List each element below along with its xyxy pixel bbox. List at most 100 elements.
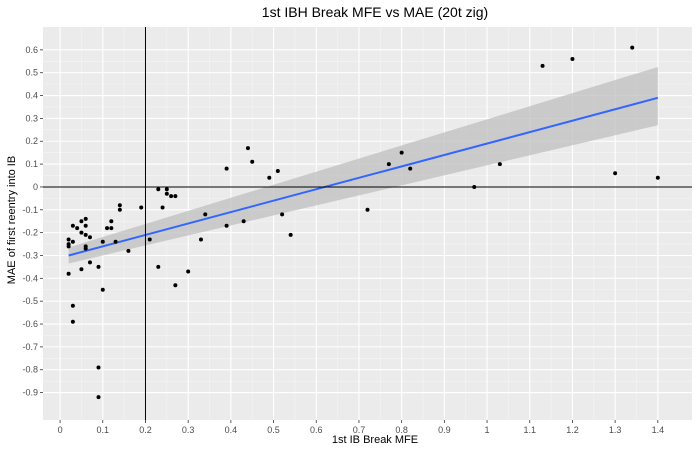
data-point (117, 203, 122, 208)
minor-gridlines (43, 27, 692, 420)
confidence-band (68, 66, 658, 264)
data-point (280, 212, 285, 217)
data-point (79, 219, 84, 224)
data-point (164, 187, 169, 192)
y-tick-label: -0.8 (22, 365, 38, 375)
data-point (79, 230, 84, 235)
data-point (79, 267, 84, 272)
data-point (70, 239, 75, 244)
y-tick-label: -0.4 (22, 273, 38, 283)
data-point (399, 150, 404, 155)
data-point (164, 191, 169, 196)
x-tick-label: 0.9 (438, 425, 451, 435)
x-tick-label: 0.1 (97, 425, 110, 435)
data-point (113, 239, 118, 244)
x-axis-title: 1st IB Break MFE (332, 434, 418, 446)
data-point (497, 162, 502, 167)
y-tick-label: -0.5 (22, 296, 38, 306)
data-point (241, 219, 246, 224)
data-point (630, 45, 635, 50)
data-point (83, 246, 88, 251)
data-point (70, 303, 75, 308)
y-tick-label: -0.9 (22, 388, 38, 398)
y-axis-ticks: 0.6 0.5 0.4 0.3 0.2 0.1 0 -0.1 -0.2 -0.3 -0.4 -0.5 -… (22, 45, 43, 398)
data-point (173, 194, 178, 199)
data-point (100, 287, 105, 292)
data-point (139, 205, 144, 210)
data-point (96, 395, 101, 400)
data-point (250, 159, 255, 164)
data-point (160, 205, 165, 210)
data-point (147, 237, 152, 242)
x-tick-label: 0.8 (395, 425, 408, 435)
y-tick-label: 0.2 (25, 136, 38, 146)
x-tick-label: 1 (485, 425, 490, 435)
regression-line (68, 96, 659, 257)
data-point (386, 162, 391, 167)
y-tick-label: 0.3 (25, 113, 38, 123)
data-point (365, 207, 370, 212)
data-point (66, 242, 71, 247)
x-tick-label: 0.6 (310, 425, 323, 435)
data-point (96, 365, 101, 370)
reference-lines (43, 27, 692, 420)
data-point (570, 56, 575, 61)
y-tick-label: 0.4 (25, 91, 38, 101)
data-point (655, 175, 660, 180)
x-tick-label: 1.3 (609, 425, 622, 435)
data-point (83, 223, 88, 228)
data-point (105, 226, 110, 231)
data-point (156, 264, 161, 269)
data-point (126, 248, 131, 253)
x-tick-label: 0 (58, 425, 63, 435)
data-point (83, 232, 88, 237)
data-point (117, 207, 122, 212)
y-tick-label: 0.1 (25, 159, 38, 169)
y-tick-label: 0.6 (25, 45, 38, 55)
data-point (70, 223, 75, 228)
data-point (613, 171, 618, 176)
y-axis-title: MAE of first reentry into IB (6, 156, 18, 284)
y-tick-label: 0.5 (25, 68, 38, 78)
regression-line-layer (68, 96, 659, 257)
y-tick-label: -0.2 (22, 228, 38, 238)
data-point (109, 219, 114, 224)
x-axis-ticks: 0 0.1 0.2 0.3 0.4 0.5 0.6 0.7 0.8 0.9 1 1.1 1.2 1.3 1.… (58, 420, 665, 435)
y-tick-label: -0.1 (22, 205, 38, 215)
data-point (100, 239, 105, 244)
data-point (224, 166, 229, 171)
data-point (87, 260, 92, 265)
data-point (66, 237, 71, 242)
x-tick-label: 0.7 (353, 425, 366, 435)
data-points (66, 45, 660, 400)
data-point (203, 212, 208, 217)
y-tick-label: 0 (33, 182, 38, 192)
chart-title: 1st IBH Break MFE vs MAE (20t zig) (262, 4, 488, 20)
x-tick-label: 1.1 (523, 425, 536, 435)
plot-panel (43, 27, 692, 420)
data-point (87, 235, 92, 240)
data-point (109, 226, 114, 231)
data-point (245, 146, 250, 151)
data-point (267, 175, 272, 180)
data-point (198, 237, 203, 242)
x-tick-label: 0.5 (267, 425, 280, 435)
y-tick-label: -0.6 (22, 319, 38, 329)
data-point (540, 63, 545, 68)
data-point (83, 216, 88, 221)
data-point (96, 264, 101, 269)
x-tick-label: 0.4 (225, 425, 238, 435)
data-point (156, 187, 161, 192)
x-tick-label: 1.2 (566, 425, 579, 435)
data-point (275, 168, 280, 173)
data-point (75, 226, 80, 231)
x-tick-label: 1.4 (652, 425, 665, 435)
data-point (66, 271, 71, 276)
x-tick-label: 0.3 (182, 425, 195, 435)
data-point (173, 283, 178, 288)
data-point (472, 184, 477, 189)
data-point (224, 223, 229, 228)
data-point (288, 232, 293, 237)
data-point (186, 269, 191, 274)
